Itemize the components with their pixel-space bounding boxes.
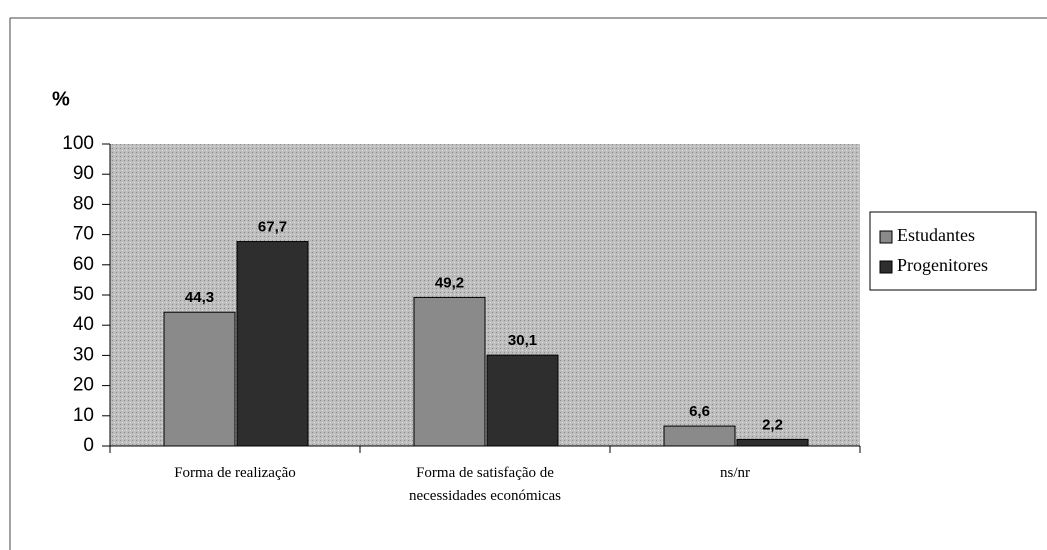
x-tick-label: Forma de satisfação de necessidades econó… — [409, 465, 561, 504]
bar — [413, 296, 486, 447]
bar — [663, 425, 736, 447]
x-tick-label: Forma de realização — [174, 465, 296, 481]
value-label: 49,2 — [435, 274, 464, 291]
value-label: 67,7 — [258, 219, 287, 236]
value-label: 30,1 — [508, 332, 537, 349]
bar — [163, 311, 236, 447]
bar — [236, 241, 309, 447]
y-axis-label: % — [52, 88, 70, 110]
y-tick-label: 100 — [62, 133, 94, 154]
value-label: 6,6 — [689, 403, 710, 420]
legend-label: Estudantes — [897, 225, 975, 245]
bar — [736, 438, 809, 447]
y-tick-label: 40 — [73, 314, 94, 335]
legend-box — [869, 211, 1037, 291]
y-tick-label: 80 — [73, 193, 94, 214]
y-tick-label: 70 — [73, 224, 94, 245]
y-tick-label: 10 — [73, 405, 94, 426]
y-tick-label: 0 — [83, 435, 94, 456]
legend-swatch — [879, 260, 893, 274]
legend-swatch — [879, 230, 893, 244]
value-label: 44,3 — [185, 289, 214, 306]
x-tick-label: ns/nr — [720, 465, 750, 481]
legend-label: Progenitores — [897, 255, 988, 275]
y-tick-label: 30 — [73, 344, 94, 365]
bar — [486, 354, 559, 447]
y-tick-label: 60 — [73, 254, 94, 275]
y-tick-label: 50 — [73, 284, 94, 305]
y-tick-label: 20 — [73, 375, 94, 396]
value-label: 2,2 — [762, 416, 783, 433]
y-tick-label: 90 — [73, 163, 94, 184]
